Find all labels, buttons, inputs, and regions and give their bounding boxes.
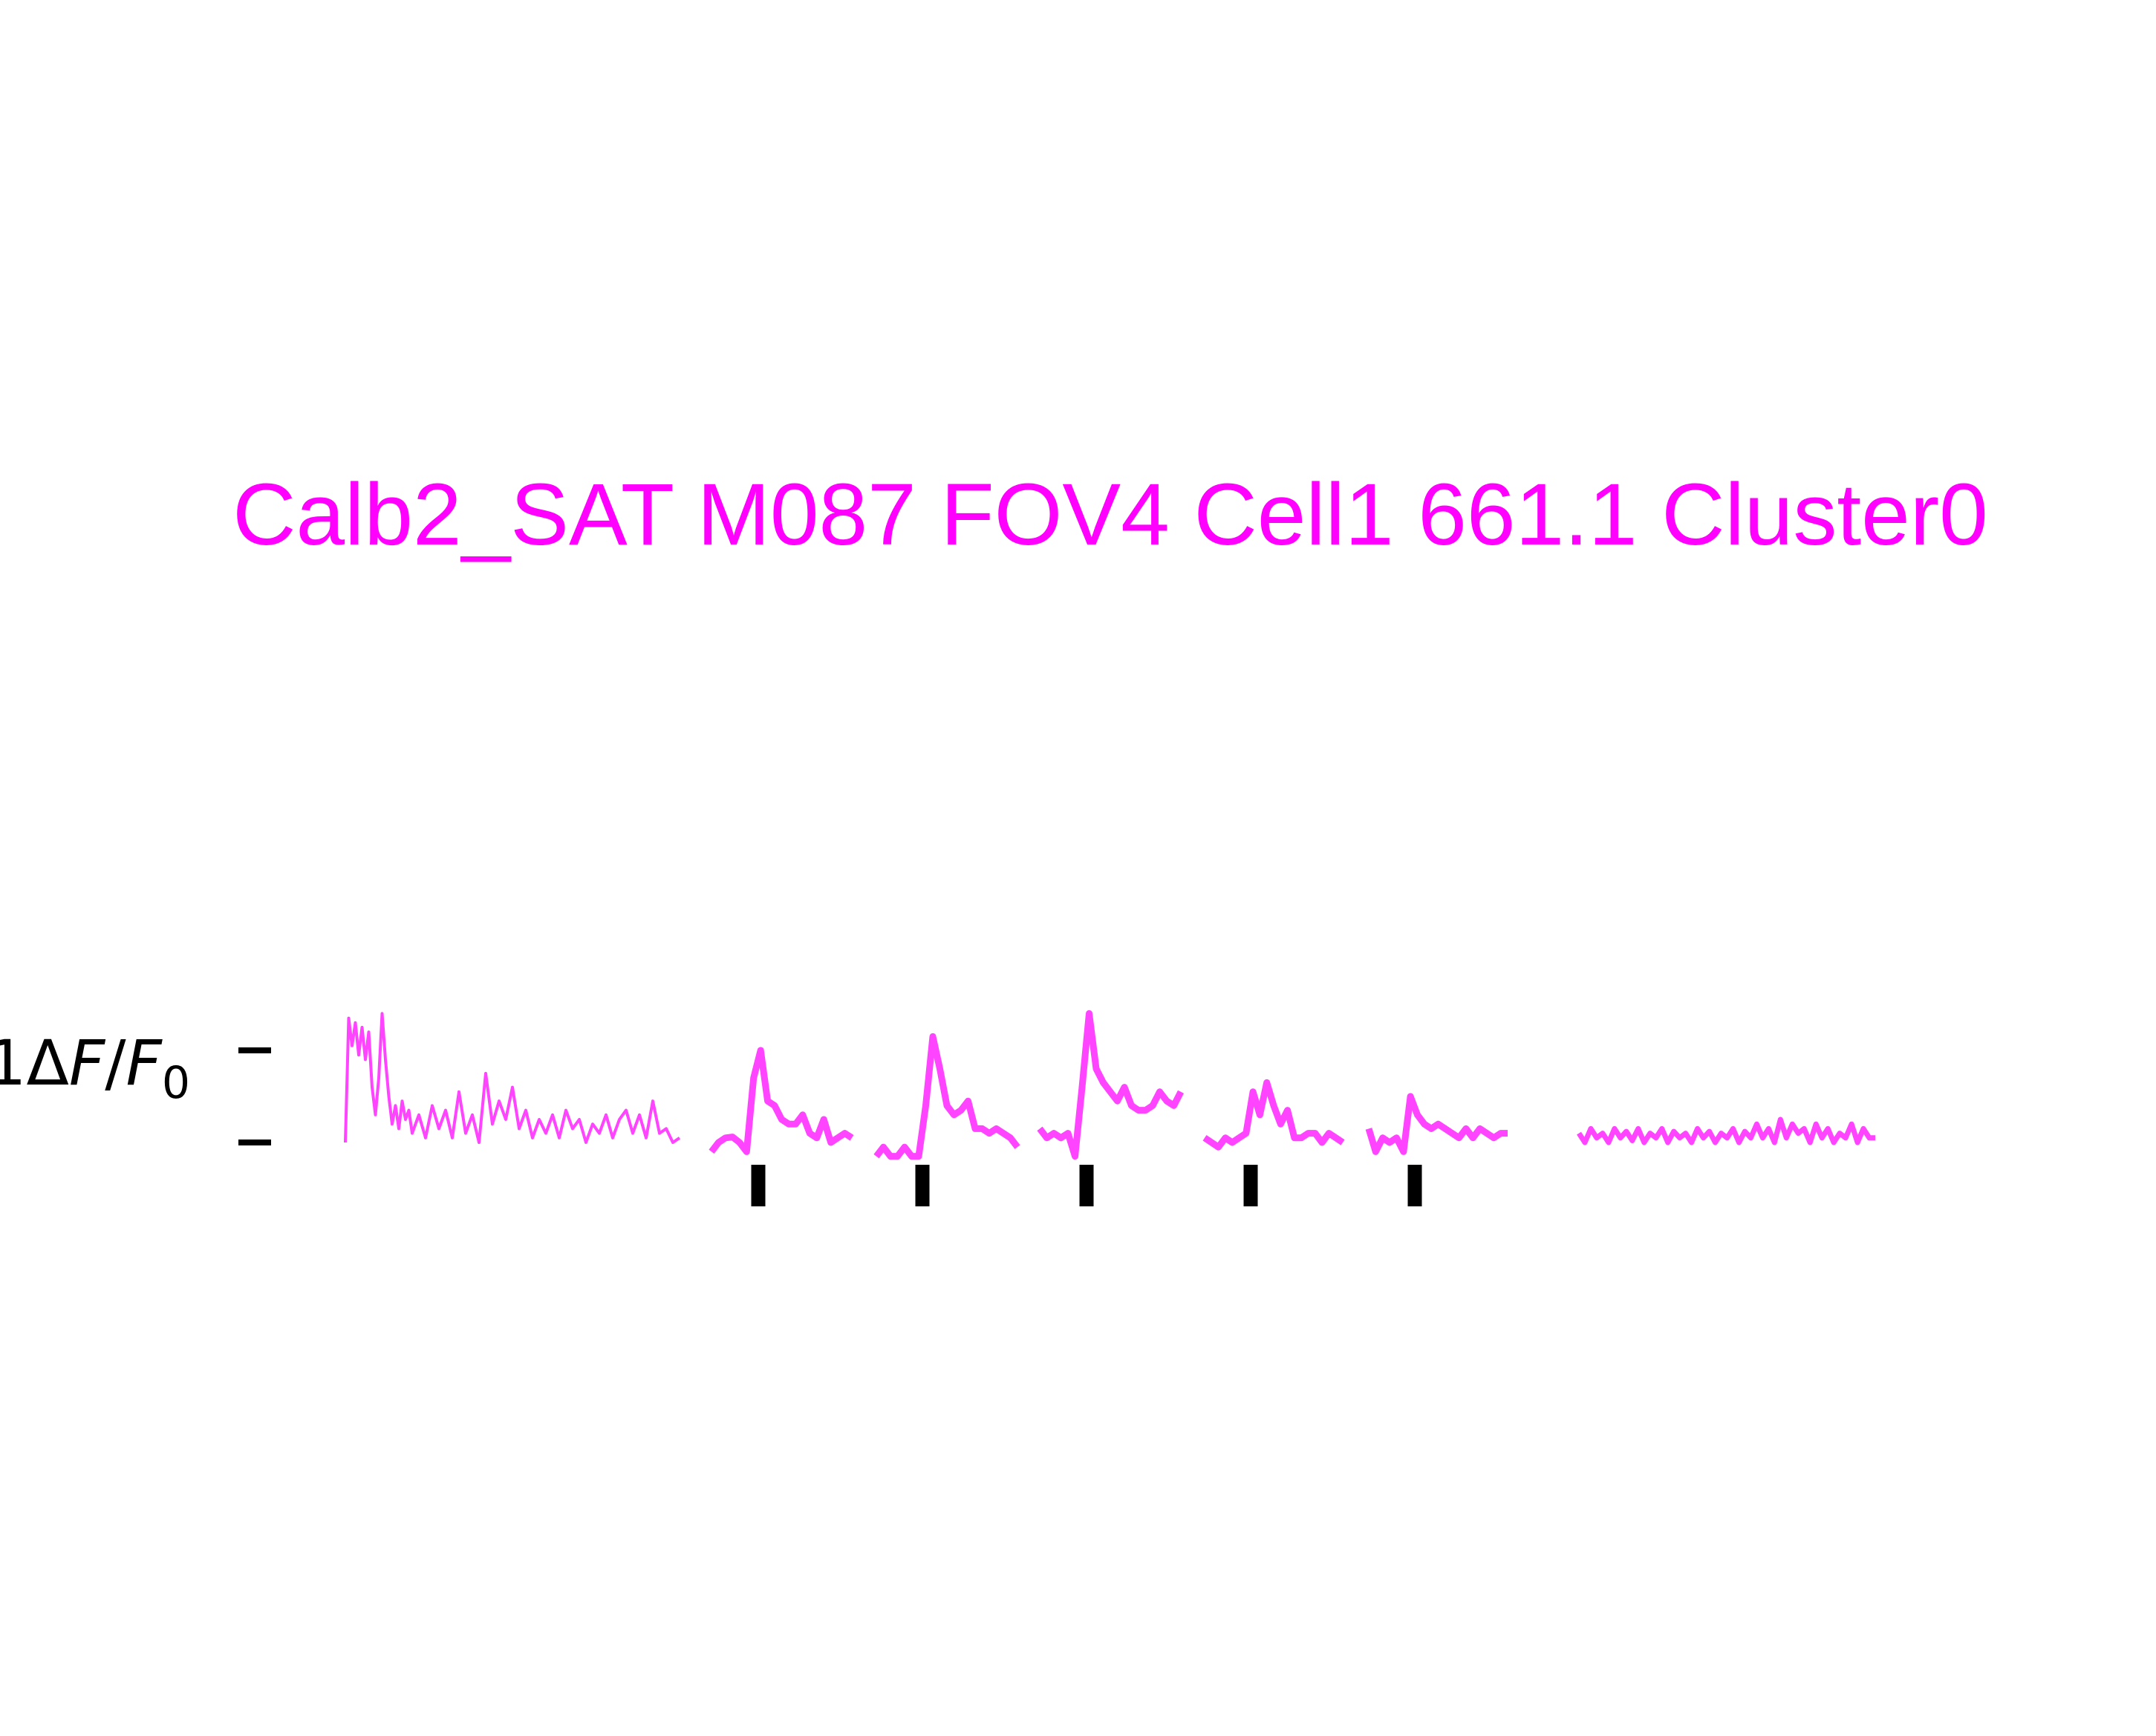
trace-stim-5 xyxy=(1365,1093,1508,1155)
y-axis-label-slash: / xyxy=(105,1027,126,1099)
y-axis-label-f0: F xyxy=(126,1027,163,1099)
y-axis-label-f: F xyxy=(69,1027,106,1099)
trace-stim-4 xyxy=(1202,1079,1345,1151)
y-axis-label: 1ΔF/F0 xyxy=(0,1027,190,1109)
trace-group xyxy=(344,1010,1875,1160)
trace-stim-3 xyxy=(1037,1010,1185,1160)
trace-stim-2 xyxy=(873,1033,1020,1160)
chart-title: Calb2_SAT M087 FOV4 Cell1 661.1 Cluster0 xyxy=(232,466,1987,564)
stimulus-marker-group xyxy=(751,1165,1422,1206)
trace-stim-1 xyxy=(709,1047,854,1155)
trace-baseline-pre xyxy=(344,1012,681,1144)
y-axis-label-sub: 0 xyxy=(162,1057,190,1109)
y-axis-label-prefix: 1Δ xyxy=(0,1027,69,1099)
trace-baseline-post xyxy=(1577,1116,1875,1145)
